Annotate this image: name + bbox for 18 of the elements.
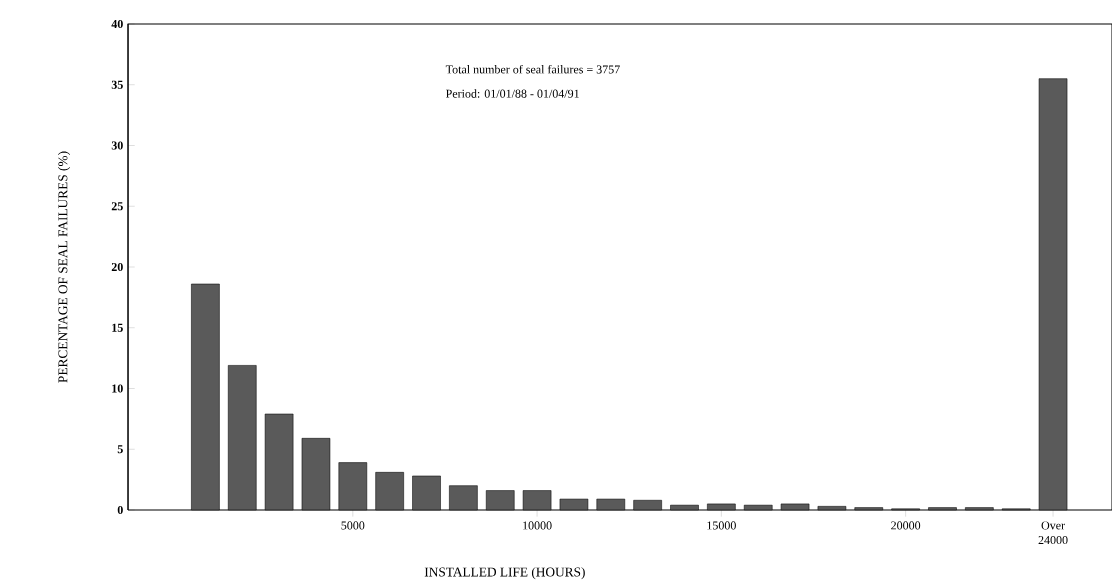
x-tick-label: 10000 bbox=[523, 521, 552, 530]
y-axis-title: PERCENTAGE OF SEAL FAILURES (%) bbox=[57, 151, 71, 383]
y-tick-label: 35 bbox=[111, 80, 123, 89]
annotation: Total number of seal failures = 3757 bbox=[445, 64, 620, 74]
y-tick-label: 20 bbox=[111, 262, 123, 272]
y-tick-label: 10 bbox=[112, 384, 123, 393]
x-tick-label: 5000 bbox=[341, 521, 365, 530]
y-tick-label: 25 bbox=[111, 202, 123, 211]
x-tick-label: 15000 bbox=[707, 521, 736, 530]
y-tick-label: 30 bbox=[111, 141, 123, 150]
y-tick-label: 15 bbox=[112, 323, 123, 332]
y-tick-label: 5 bbox=[117, 445, 123, 454]
x-tick-label: Over 24000 bbox=[1038, 521, 1068, 545]
annotation: Period: 01/01/88 - 01/04/91 bbox=[445, 89, 579, 98]
x-axis-title: INSTALLED LIFE (HOURS) bbox=[424, 567, 585, 580]
y-tick-label: 40 bbox=[111, 19, 123, 29]
y-tick-label: 0 bbox=[117, 505, 123, 515]
x-tick-label: 20000 bbox=[891, 521, 921, 530]
